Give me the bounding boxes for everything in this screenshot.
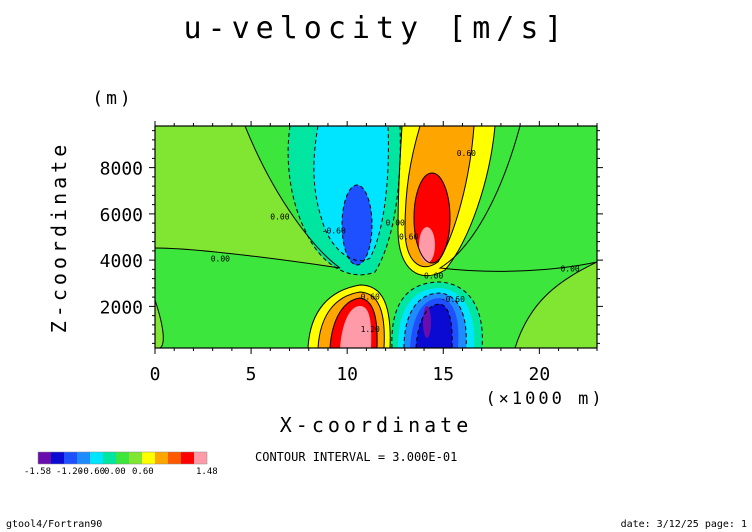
colorbar-swatch <box>168 452 181 464</box>
contour-label: 0.60 <box>399 232 418 241</box>
y-tick-label: 2000 <box>100 297 143 318</box>
y-axis-label: Z-coordinate <box>47 141 71 334</box>
y-tick-label: 8000 <box>100 159 143 180</box>
colorbar-swatch <box>155 452 168 464</box>
contour-lines <box>155 126 597 348</box>
contour-label: -0.60 <box>322 227 346 236</box>
y-tick-label: 6000 <box>100 205 143 226</box>
x-tick-label: 10 <box>336 364 358 385</box>
contour-band-right-lower <box>515 262 597 348</box>
contour-label: 0.60 <box>361 292 380 301</box>
contour-field: 0.00 0.00 -0.60 0.00 0.60 0.60 0.00 0.60 -0.60 1.… <box>155 126 597 348</box>
contour-label: 0.00 <box>270 213 289 222</box>
colorbar-swatch <box>51 452 64 464</box>
footer-right: date: 3/12/25 page: 1 <box>621 519 747 530</box>
colorbar-swatch <box>77 452 90 464</box>
colorbar-swatch <box>38 452 51 464</box>
contour-label: -0.60 <box>441 295 465 304</box>
contour-label: 0.00 <box>386 218 405 227</box>
contour-band-left <box>155 126 340 268</box>
plot-frame <box>154 125 598 349</box>
colorbar-swatch <box>194 452 207 464</box>
colorbar-swatch <box>129 452 142 464</box>
contour-band-low-pos-core <box>340 306 372 348</box>
contour-interval: CONTOUR INTERVAL = 3.000E-01 <box>255 450 457 464</box>
colorbar-label: 0.60 <box>132 467 154 477</box>
y-tick-label: 4000 <box>100 251 143 272</box>
contour-lines-negative <box>287 126 483 348</box>
colorbar-label: -1.20 <box>56 467 83 477</box>
contour-band-right <box>440 126 597 272</box>
chart-title: u-velocity [m/s] <box>184 11 569 46</box>
colorbar-label: 0.00 <box>104 467 126 477</box>
colorbar-swatch <box>116 452 129 464</box>
x-axis-label: X-coordinate <box>280 413 473 437</box>
contour-band-left-lower <box>155 300 164 348</box>
x-tick-label: 0 <box>150 364 161 385</box>
x-unit-label: (×1000 m) <box>485 389 604 409</box>
contour-label: 0.60 <box>457 149 476 158</box>
contour-band-low-neg-min <box>423 306 431 338</box>
colorbar-label: -1.58 <box>24 467 51 477</box>
colorbar-swatch <box>181 452 194 464</box>
colorbar-swatch <box>64 452 77 464</box>
colorbar-label: 1.48 <box>196 467 218 477</box>
contour-label: 0.00 <box>560 265 579 274</box>
colorbar-label: -0.60 <box>78 467 105 477</box>
contour-label: 0.00 <box>211 254 230 263</box>
x-tick-label: 20 <box>529 364 551 385</box>
contour-label: 0.00 <box>424 272 443 281</box>
colorbar-swatch <box>142 452 155 464</box>
colorbar: -1.58 -1.20-0.600.00 0.60 1.48 <box>24 451 218 477</box>
contour-label: 1.20 <box>361 325 380 334</box>
colorbar-frame <box>37 451 208 465</box>
y-unit-label: (m) <box>92 88 134 109</box>
contour-band-pos-core <box>419 227 435 263</box>
footer-left: gtool4/Fortran90 <box>6 519 102 530</box>
x-tick-label: 5 <box>246 364 257 385</box>
colorbar-swatch <box>103 452 116 464</box>
contour-band-neg-inner <box>342 185 372 265</box>
colorbar-swatch <box>90 452 103 464</box>
x-tick-label: 15 <box>432 364 454 385</box>
